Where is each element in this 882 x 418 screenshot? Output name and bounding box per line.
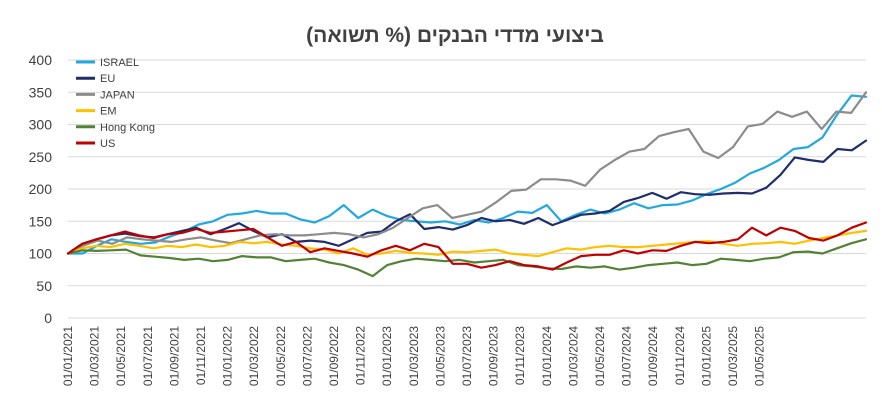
- x-axis: 01/01/2021 01/03/2021 01/05/2021 01/07/2021…: [61, 326, 767, 386]
- series-line-israel: [66, 94, 868, 255]
- x-tick-label: 01/03/2022: [247, 326, 261, 386]
- x-tick-label: 01/03/2021: [88, 326, 102, 386]
- y-tick-label: 250: [29, 149, 53, 165]
- x-tick-label: 01/11/2021: [194, 326, 208, 385]
- legend-label: Hong Kong: [100, 122, 155, 134]
- x-tick-label: 01/09/2022: [327, 326, 341, 386]
- series-line-em: [66, 229, 868, 258]
- legend-label: JAPAN: [100, 89, 135, 101]
- y-tick-label: 300: [29, 117, 53, 133]
- series-line-hong-kong: [66, 238, 868, 278]
- x-tick-label: 01/11/2024: [673, 326, 687, 385]
- x-tick-label: 01/11/2023: [513, 326, 527, 385]
- y-tick-label: 0: [44, 310, 52, 326]
- y-axis: 0 50 100 150 200 250 300 350 400: [29, 52, 53, 326]
- x-tick-label: 01/01/2025: [699, 326, 713, 386]
- legend-label: ISRAEL: [100, 57, 139, 69]
- x-tick-label: 01/05/2021: [114, 326, 128, 386]
- legend-label: US: [100, 138, 115, 150]
- x-tick-label: 01/03/2024: [566, 326, 580, 386]
- x-tick-label: 01/09/2021: [167, 326, 181, 386]
- series-lines: [66, 91, 868, 278]
- x-tick-label: 01/07/2024: [620, 326, 634, 386]
- x-tick-label: 01/07/2023: [460, 326, 474, 386]
- x-tick-label: 01/01/2023: [380, 326, 394, 386]
- x-tick-label: 01/05/2023: [433, 326, 447, 386]
- x-tick-label: 01/07/2022: [300, 326, 314, 386]
- series-line-japan: [66, 91, 868, 255]
- x-tick-label: 01/09/2024: [646, 326, 660, 386]
- series-line-us: [66, 221, 868, 271]
- y-tick-label: 200: [29, 181, 53, 197]
- y-tick-label: 50: [36, 278, 52, 294]
- x-tick-label: 01/05/2022: [274, 326, 288, 386]
- legend-label: EM: [100, 106, 117, 118]
- x-tick-label: 01/03/2023: [407, 326, 421, 386]
- legend: ISRAEL EU JAPAN EM Hong Kong US: [76, 57, 155, 150]
- x-tick-label: 01/01/2024: [540, 326, 554, 386]
- legend-label: EU: [100, 73, 115, 85]
- y-tick-label: 350: [29, 84, 53, 100]
- y-tick-label: 150: [29, 213, 53, 229]
- y-tick-label: 400: [29, 52, 53, 68]
- x-tick-label: 01/07/2021: [141, 326, 155, 386]
- x-tick-label: 01/01/2022: [221, 326, 235, 386]
- x-tick-label: 01/01/2021: [61, 326, 75, 386]
- y-tick-label: 100: [29, 246, 53, 262]
- series-line-eu: [66, 139, 868, 255]
- gridlines: [68, 59, 866, 319]
- x-tick-label: 01/11/2022: [354, 326, 368, 385]
- x-tick-label: 01/03/2025: [726, 326, 740, 386]
- x-tick-label: 01/05/2024: [593, 326, 607, 386]
- x-tick-label: 01/05/2025: [753, 326, 767, 386]
- chart-title: ביצועי מדדי הבנקים (% תשואה): [306, 24, 604, 47]
- x-tick-label: 01/09/2023: [487, 326, 501, 386]
